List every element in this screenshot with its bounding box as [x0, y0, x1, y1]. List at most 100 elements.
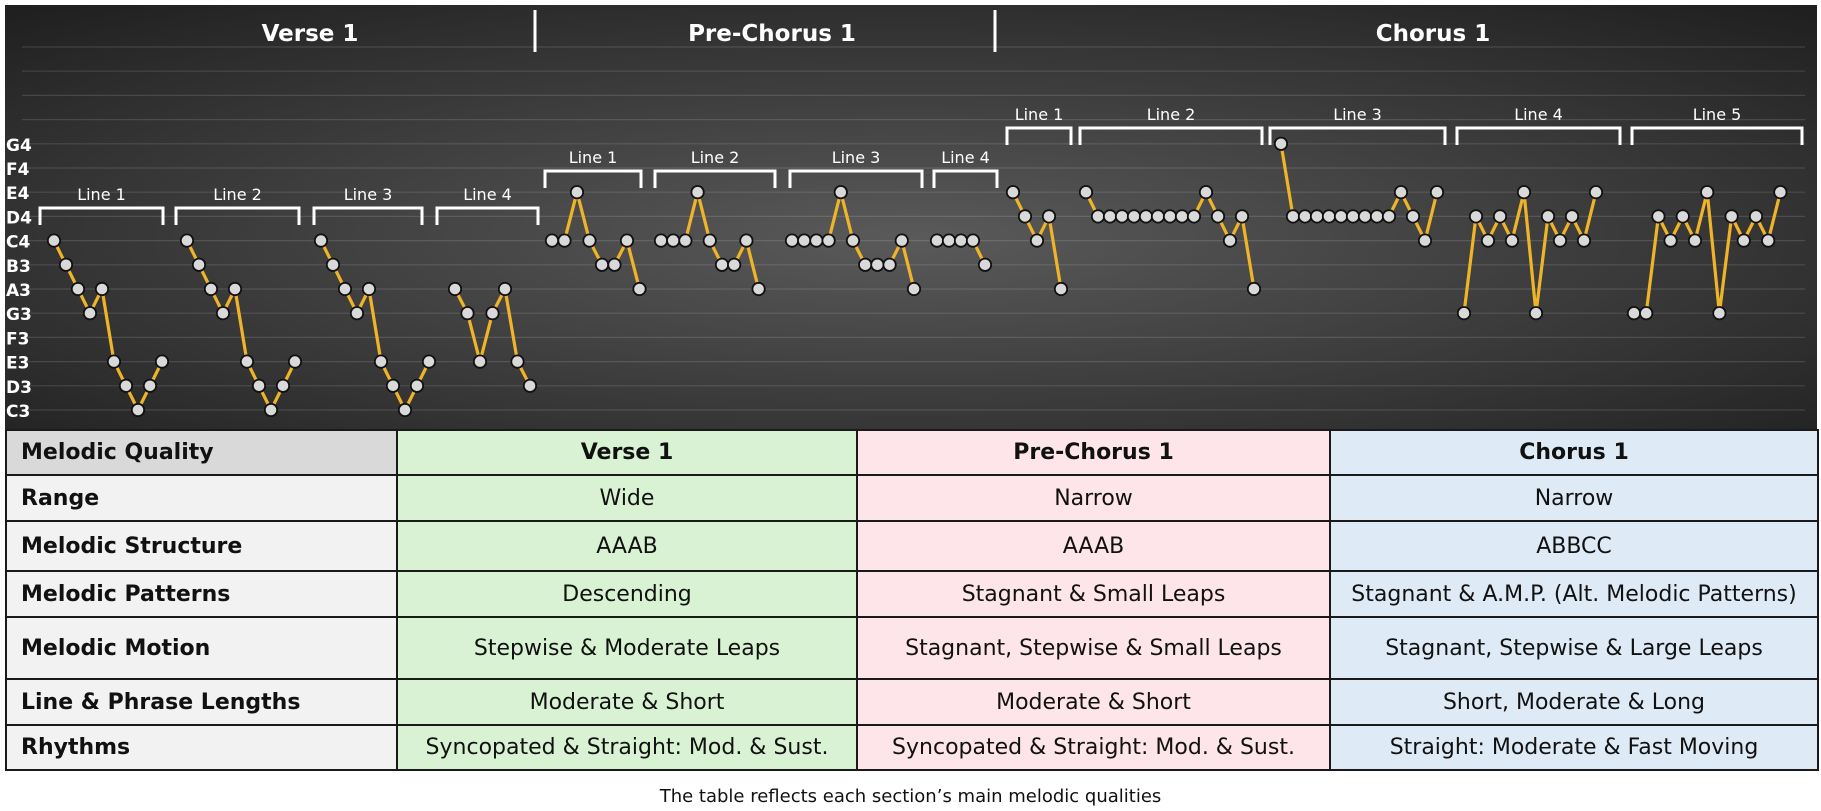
note-point	[965, 233, 981, 248]
note-point	[714, 257, 730, 272]
table-cell: Straight: Moderate & Fast Moving	[1329, 724, 1819, 771]
note-point	[1246, 281, 1262, 297]
note-point	[239, 354, 255, 369]
note-point	[251, 378, 267, 393]
note-point	[751, 281, 766, 297]
section-title: Pre-Chorus 1	[688, 21, 856, 47]
note-point	[739, 233, 754, 248]
melody-line	[52, 239, 164, 412]
caption: The table reflects each section’s main m…	[659, 786, 1162, 807]
note-point	[544, 233, 560, 248]
table-cell: Narrow	[856, 474, 1331, 522]
line-bracket	[653, 169, 777, 188]
note-point	[373, 354, 389, 369]
note-point	[325, 257, 341, 272]
note-point	[94, 281, 110, 297]
note-point	[821, 233, 836, 248]
note-point	[1297, 209, 1313, 224]
note-point	[1748, 209, 1764, 224]
line-label: Line 1	[77, 185, 126, 204]
line-bracket	[1078, 126, 1264, 145]
note-point	[1516, 185, 1532, 200]
note-point	[1663, 233, 1678, 248]
note-point	[263, 402, 279, 418]
line-bracket	[1005, 126, 1073, 145]
y-tick-label: D4	[6, 208, 32, 228]
table-row: Melodic Patterns Descending Stagnant & S…	[5, 570, 1819, 618]
note-point	[472, 354, 488, 369]
note-point	[906, 281, 922, 297]
table-row: Line & Phrase Lengths Moderate & Short M…	[5, 678, 1819, 726]
y-tick-label: G3	[6, 305, 32, 325]
table-cell: Moderate & Short	[856, 678, 1331, 726]
note-point	[227, 281, 243, 297]
note-point	[337, 281, 353, 297]
note-point	[1736, 233, 1751, 248]
line-label: Line 5	[1693, 105, 1742, 124]
note-point	[510, 354, 525, 369]
row-label: Range	[5, 474, 398, 522]
row-label: Rhythms	[5, 724, 398, 771]
table-row: Rhythms Syncopated & Straight: Mod. & Su…	[5, 724, 1819, 771]
row-label: Line & Phrase Lengths	[5, 678, 398, 726]
line-bracket	[1455, 126, 1622, 145]
table-cell: Short, Moderate & Long	[1329, 678, 1819, 726]
y-tick-label: A3	[6, 281, 31, 301]
note-point	[607, 257, 622, 272]
note-point	[1626, 306, 1642, 321]
note-point	[1273, 136, 1289, 151]
note-point	[809, 233, 824, 248]
note-point	[1761, 233, 1776, 248]
note-point	[1540, 209, 1556, 224]
note-point	[1405, 209, 1421, 224]
note-point	[313, 233, 329, 248]
table-cell: ABBCC	[1329, 520, 1819, 572]
note-point	[154, 354, 170, 369]
note-point	[1687, 233, 1703, 248]
note-point	[1222, 233, 1238, 248]
note-point	[397, 402, 413, 418]
note-point	[1285, 209, 1301, 224]
note-point	[727, 257, 742, 272]
table-cell: AAAB	[396, 520, 858, 572]
note-point	[1456, 306, 1472, 321]
note-point	[1162, 209, 1178, 224]
note-point	[977, 257, 993, 272]
note-point	[1078, 185, 1094, 200]
note-point	[447, 281, 463, 297]
plot-area	[5, 5, 1817, 430]
note-point	[1712, 306, 1727, 321]
section-title: Chorus 1	[1376, 21, 1490, 47]
header-verse-1: Verse 1	[396, 429, 858, 476]
table-cell: Narrow	[1329, 474, 1819, 522]
note-point	[784, 233, 800, 248]
y-tick-label: F4	[6, 160, 30, 180]
note-point	[142, 378, 158, 393]
y-tick-label: E4	[6, 184, 30, 204]
note-point	[1114, 209, 1130, 224]
note-point	[106, 354, 122, 369]
note-point	[1150, 209, 1166, 224]
note-point	[569, 185, 585, 200]
note-point	[653, 233, 669, 248]
note-point	[1041, 209, 1057, 224]
note-point	[882, 257, 897, 272]
note-point	[953, 233, 969, 248]
note-point	[361, 281, 377, 297]
note-point	[215, 306, 231, 321]
table-cell: Descending	[396, 570, 858, 618]
table-cell: Stagnant, Stepwise & Large Leaps	[1329, 616, 1819, 680]
melody-line	[319, 239, 431, 412]
note-point	[46, 233, 62, 248]
table-cell: Syncopated & Straight: Mod. & Sust.	[856, 724, 1331, 771]
y-tick-label: C4	[6, 233, 30, 253]
note-point	[1393, 185, 1409, 200]
note-point	[460, 306, 475, 321]
line-bracket	[435, 206, 540, 225]
row-label: Melodic Patterns	[5, 570, 398, 618]
note-point	[929, 233, 945, 248]
line-label: Line 4	[1514, 105, 1563, 124]
line-label: Line 1	[1015, 105, 1064, 124]
note-point	[1357, 209, 1373, 224]
note-point	[203, 281, 219, 297]
